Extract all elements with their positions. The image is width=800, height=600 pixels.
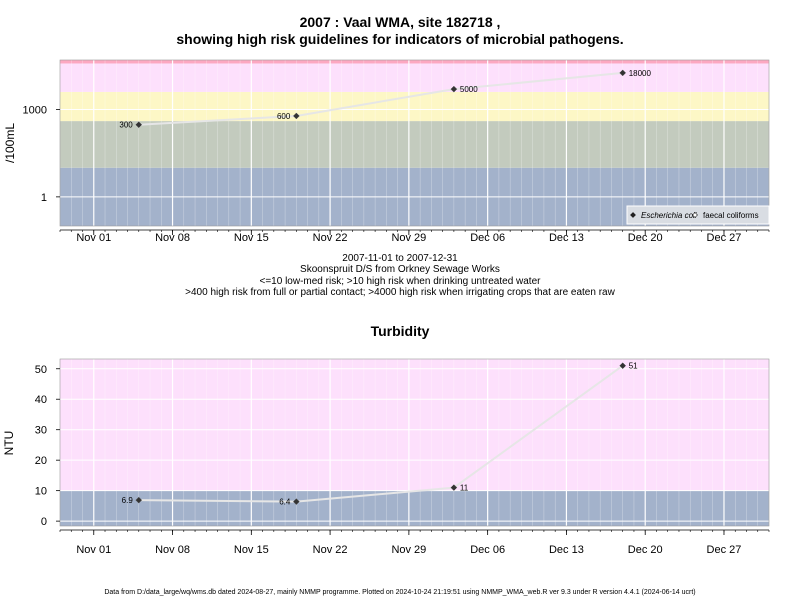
x-tick-label: Dec 20 <box>628 232 663 244</box>
legend-box <box>626 205 770 225</box>
caption-risk-line1: <=10 low-med risk; >10 high risk when dr… <box>259 276 541 287</box>
risk-band-1-2 <box>60 121 769 168</box>
x-tick-label: Nov 22 <box>313 232 348 244</box>
data-point-2-1 <box>135 496 143 504</box>
x-tick-label: Dec 27 <box>707 232 742 244</box>
plot-border-2 <box>59 358 770 527</box>
turbidity-title: Turbidity <box>370 323 430 339</box>
data-point-1-4 <box>619 69 627 77</box>
x-tick-label: Nov 22 <box>313 544 348 556</box>
caption-risk-line2: >400 high risk from full or partial cont… <box>185 287 615 298</box>
x-tick-label: Dec 06 <box>470 232 505 244</box>
legend-marker-faecal <box>692 212 698 218</box>
footer-note: Data from D:/data_large/wq/wms.db dated … <box>104 589 696 596</box>
caption-date-range: 2007-11-01 to 2007-12-31 <box>342 253 458 264</box>
data-point-2-3 <box>450 484 458 491</box>
series-line-2-1 <box>138 364 624 503</box>
data-point-2-2 <box>292 498 300 505</box>
data-label-2-3: 11 <box>460 484 469 493</box>
risk-band-1-5 <box>60 60 769 64</box>
plot-border-1 <box>59 59 770 227</box>
y-axis-title-1: /100mL <box>3 123 17 163</box>
x-tick-label: Dec 20 <box>628 544 663 556</box>
x-tick-label: Nov 08 <box>155 232 190 244</box>
y-tick-label: 1 <box>41 192 47 204</box>
y-tick-label: 50 <box>35 364 47 376</box>
y-tick-label: 40 <box>35 394 47 406</box>
x-tick-label: Dec 13 <box>549 232 584 244</box>
chart-title-line2: showing high risk guidelines for indicat… <box>176 31 624 47</box>
data-label-1-4: 18000 <box>629 69 652 78</box>
chart-title-line1: 2007 : Vaal WMA, site 182718 , <box>299 14 501 30</box>
x-tick-label: Nov 15 <box>234 544 269 556</box>
x-tick-label: Dec 27 <box>707 544 742 556</box>
data-label-1-1: 300 <box>119 121 133 130</box>
y-axis-title-2: NTU <box>2 431 16 456</box>
y-tick-label: 0 <box>41 516 47 528</box>
legend-label-faecal: faecal coliforms <box>703 211 759 220</box>
caption-site-name: Skoonspruit D/S from Orkney Sewage Works <box>300 264 500 275</box>
y-tick-label: 1000 <box>23 104 47 116</box>
x-tick-label: Nov 08 <box>155 544 190 556</box>
x-tick-label: Dec 13 <box>549 544 584 556</box>
data-point-1-2 <box>292 112 300 120</box>
data-point-2-4 <box>619 362 627 370</box>
legend-marker-ecoli <box>630 212 636 218</box>
y-tick-label: 20 <box>35 455 47 467</box>
risk-band-2-2 <box>60 359 769 491</box>
x-tick-label: Nov 29 <box>391 232 426 244</box>
risk-band-1-4 <box>60 63 769 92</box>
x-tick-label: Nov 15 <box>234 232 269 244</box>
y-tick-label: 10 <box>35 486 47 498</box>
data-label-1-2: 600 <box>277 112 291 121</box>
x-tick-label: Nov 01 <box>76 544 111 556</box>
data-label-2-4: 51 <box>629 362 638 371</box>
series-line-1-1 <box>138 71 623 126</box>
x-tick-label: Dec 06 <box>470 544 505 556</box>
risk-band-2-1 <box>60 490 769 526</box>
x-tick-label: Nov 01 <box>76 232 111 244</box>
data-point-1-3 <box>450 85 458 93</box>
data-label-1-3: 5000 <box>460 85 478 94</box>
data-point-1-1 <box>135 121 143 129</box>
legend-label-ecoli: Escherichia coli <box>641 211 697 220</box>
data-label-2-2: 6.4 <box>279 498 291 507</box>
x-tick-label: Nov 29 <box>391 544 426 556</box>
data-label-2-1: 6.9 <box>122 496 134 505</box>
y-tick-label: 30 <box>35 425 47 437</box>
